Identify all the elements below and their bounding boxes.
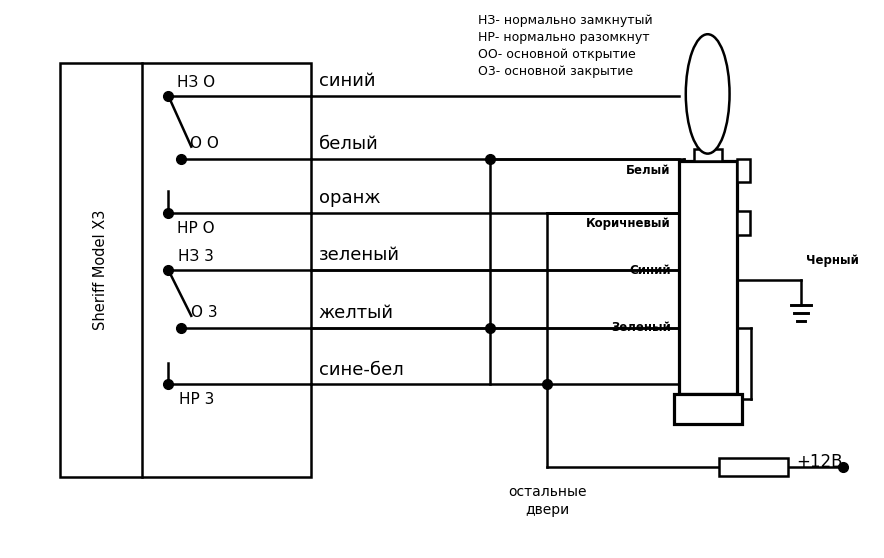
Bar — [736, 211, 751, 235]
Text: Черный: Черный — [806, 253, 859, 267]
Text: НР 3: НР 3 — [179, 392, 214, 407]
Text: Зеленый: Зеленый — [611, 321, 671, 334]
Text: Синий: Синий — [629, 263, 671, 277]
Text: ОО- основной открытие: ОО- основной открытие — [478, 48, 636, 61]
Text: Коричневый: Коричневый — [586, 217, 671, 230]
Text: О 3: О 3 — [191, 305, 217, 320]
Bar — [736, 158, 751, 182]
Ellipse shape — [686, 34, 729, 153]
Text: желтый: желтый — [318, 304, 393, 322]
Text: +12В: +12В — [796, 453, 842, 471]
Text: Sheriff Model X3: Sheriff Model X3 — [93, 210, 108, 330]
Text: НР- нормально разомкнут: НР- нормально разомкнут — [478, 31, 650, 44]
Text: зеленый: зеленый — [318, 246, 400, 264]
Text: НР О: НР О — [178, 222, 215, 236]
Bar — [674, 395, 742, 424]
Bar — [694, 148, 721, 161]
Text: О О: О О — [190, 136, 218, 151]
Text: остальные: остальные — [508, 485, 587, 499]
Text: Белый: Белый — [627, 164, 671, 177]
Text: О3- основной закрытие: О3- основной закрытие — [478, 65, 633, 78]
Bar — [60, 63, 310, 477]
Text: двери: двери — [525, 503, 569, 517]
Text: оранж: оранж — [318, 189, 380, 208]
Text: сине-бел: сине-бел — [318, 360, 403, 378]
Text: НЗ- нормально замкнутый: НЗ- нормально замкнутый — [478, 15, 652, 27]
Bar — [719, 458, 789, 476]
Bar — [679, 161, 736, 395]
Text: НЗ 3: НЗ 3 — [179, 249, 214, 264]
Text: НЗ О: НЗ О — [177, 75, 216, 90]
Text: белый: белый — [318, 134, 378, 153]
Text: синий: синий — [318, 72, 375, 90]
